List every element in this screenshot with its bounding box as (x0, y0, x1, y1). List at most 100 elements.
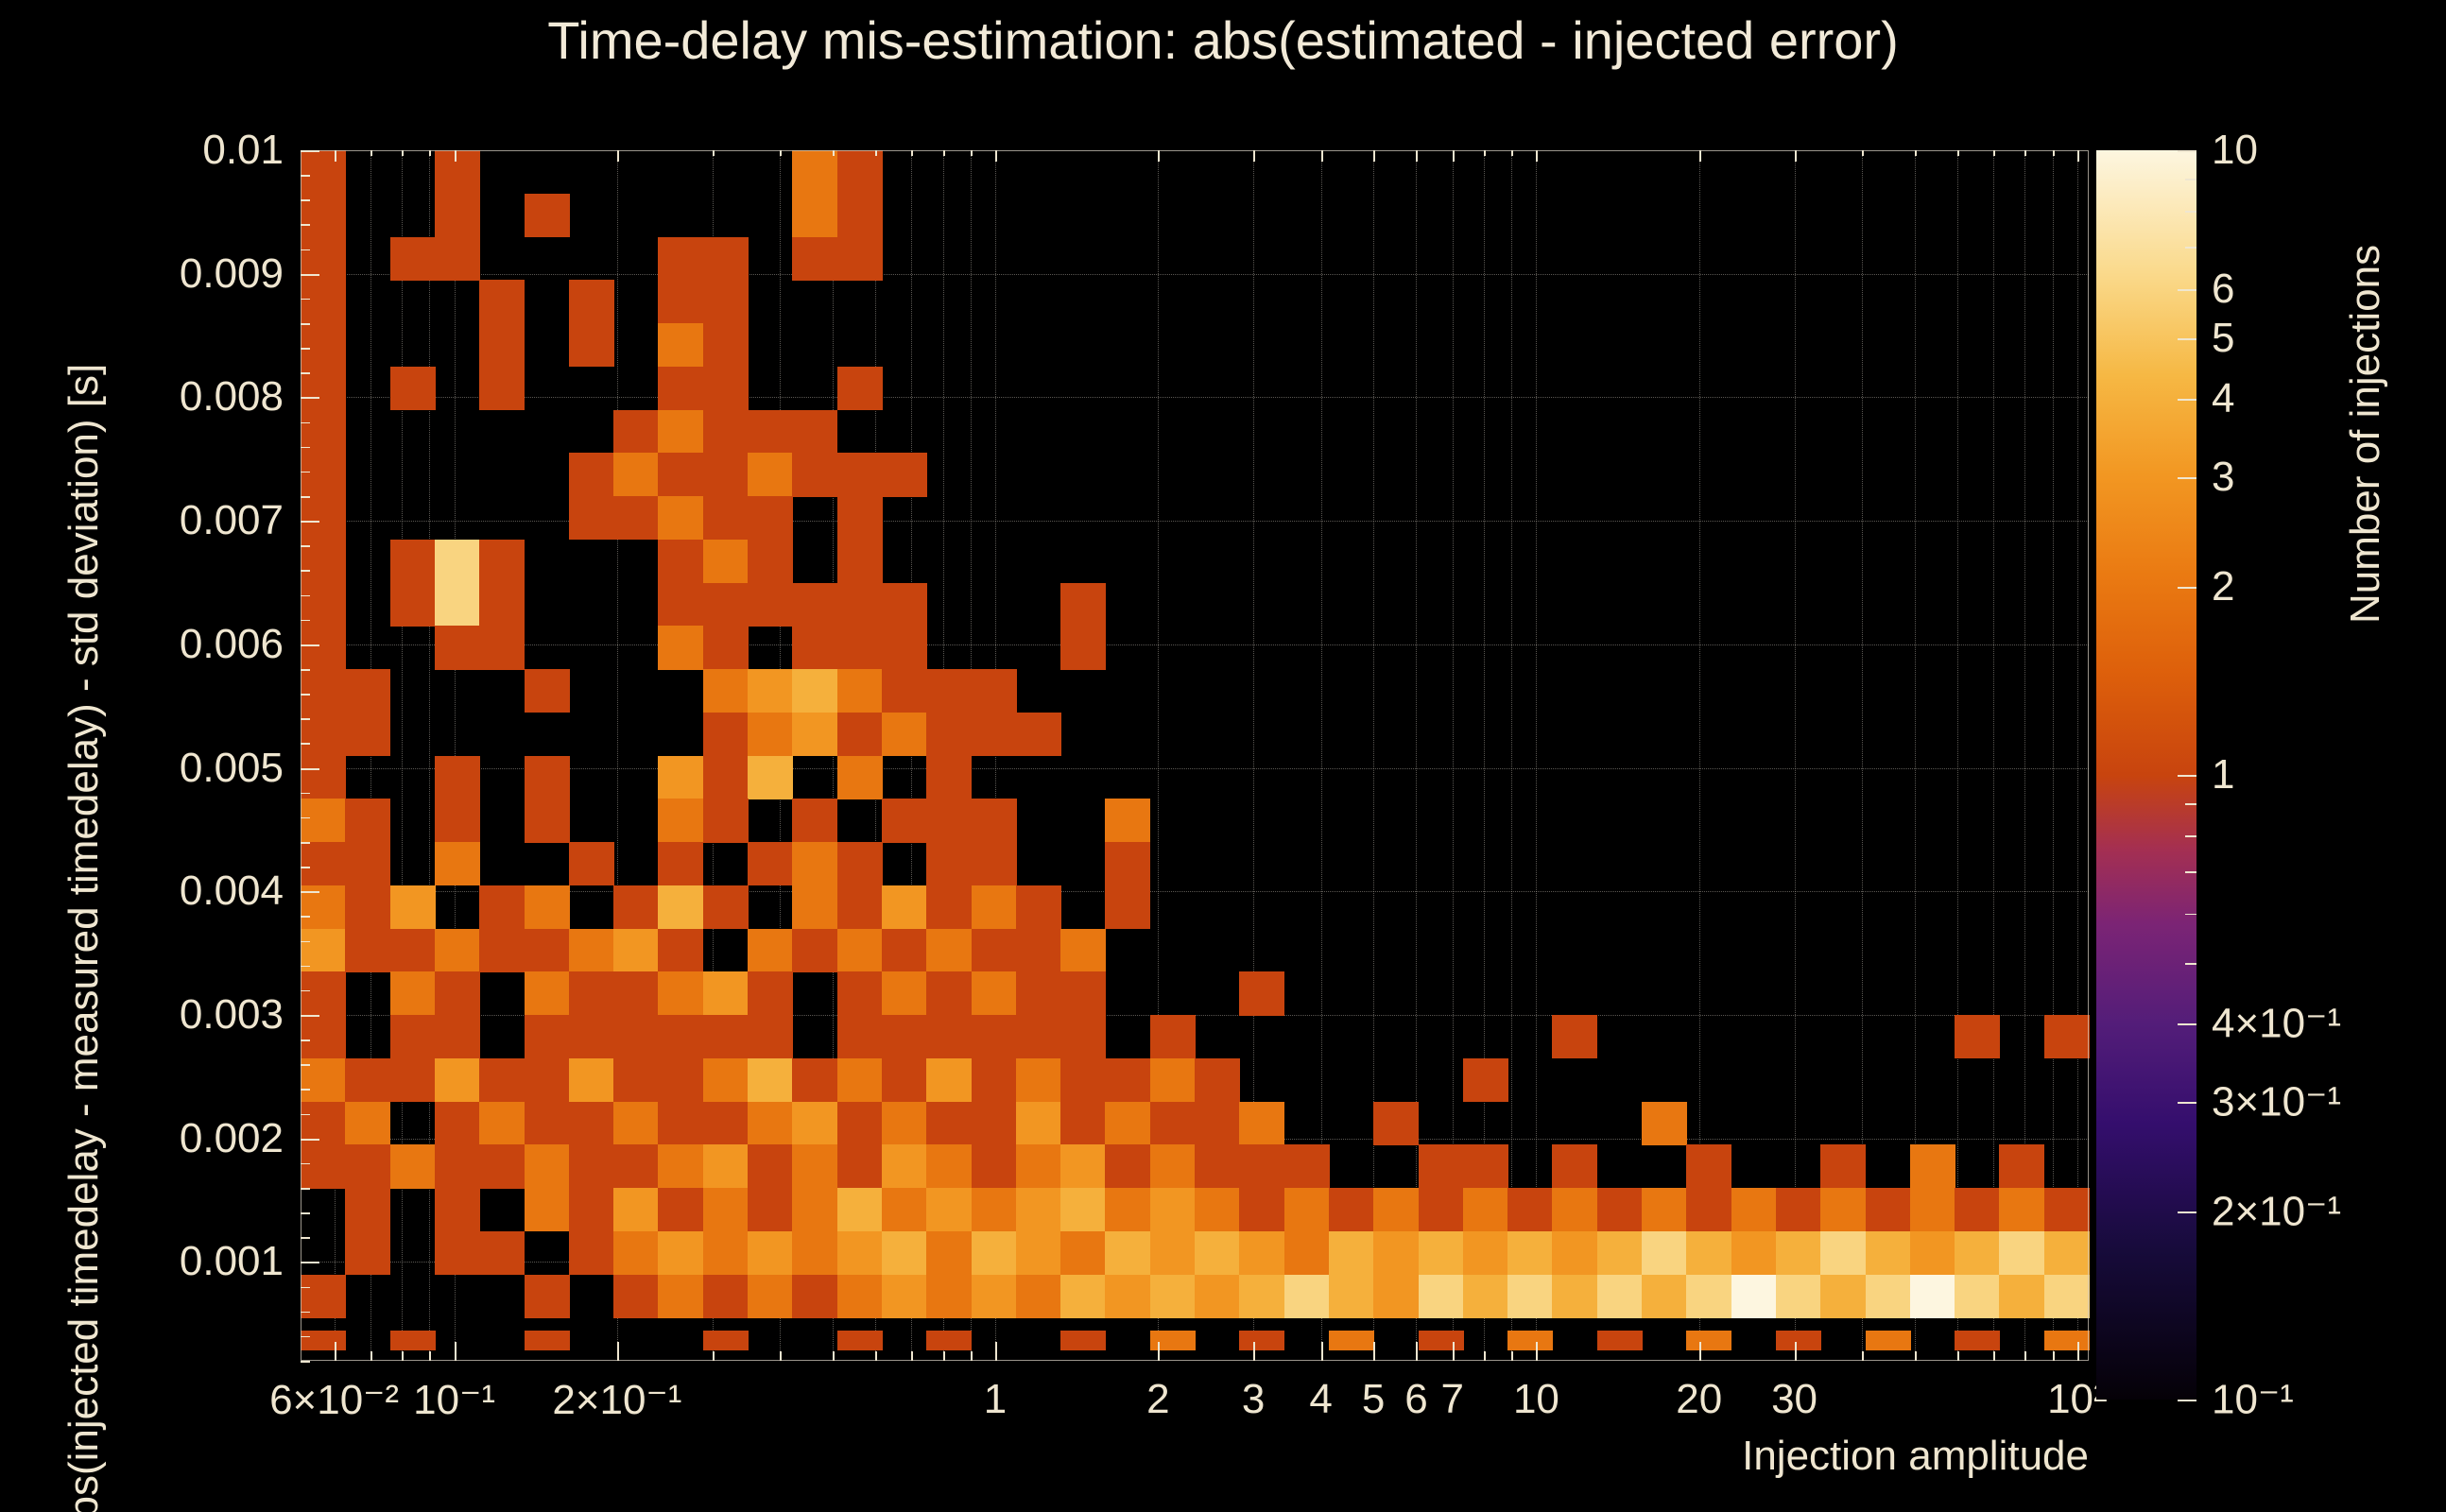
heatmap-cell (1105, 1144, 1151, 1189)
y-tick (301, 521, 319, 524)
heatmap-cell (1060, 971, 1107, 1016)
heatmap-cell (1507, 1274, 1554, 1318)
heatmap-cell (658, 323, 704, 368)
y-tick-label: 0.002 (179, 1114, 284, 1161)
heatmap-cell (836, 928, 883, 972)
gridline-x (1483, 150, 1485, 1361)
heatmap-cell (926, 799, 973, 843)
heatmap-cell (748, 539, 793, 584)
heatmap-cell (748, 582, 793, 627)
heatmap-cell (1149, 1274, 1196, 1318)
gridline-x (1698, 150, 1700, 1361)
colorbar-tick (2178, 1023, 2196, 1026)
heatmap-cell (1552, 1188, 1598, 1232)
heatmap-cell (971, 971, 1017, 1016)
heatmap-cell (702, 496, 749, 541)
heatmap-cell (792, 1101, 838, 1145)
heatmap-cell (658, 539, 704, 584)
heatmap-cell (479, 1057, 525, 1103)
heatmap-cell (1552, 1230, 1598, 1276)
heatmap-cell (1149, 1188, 1196, 1232)
heatmap-cell (1328, 1330, 1374, 1350)
heatmap-cell (1373, 1101, 1420, 1145)
heatmap-cell (1642, 1101, 1687, 1145)
heatmap-cell (1507, 1188, 1554, 1232)
heatmap-cell (389, 1330, 436, 1350)
heatmap-cell (792, 885, 838, 930)
heatmap-cell (479, 1230, 525, 1276)
heatmap-cell (881, 1057, 927, 1103)
heatmap-cell (1373, 1274, 1420, 1318)
heatmap-cell (926, 1230, 973, 1276)
y-minor-tick (301, 1237, 310, 1239)
heatmap-cell (1775, 1188, 1821, 1232)
heatmap-cell (926, 928, 973, 972)
heatmap-cell (1418, 1230, 1464, 1276)
heatmap-cell (434, 150, 480, 195)
colorbar-tick-label: 2×10⁻¹ (2212, 1188, 2341, 1235)
z-axis-title: Number of injections (2342, 244, 2388, 624)
heatmap-cell (926, 1188, 973, 1232)
x-tick-label: 4 (1309, 1376, 1333, 1422)
heatmap-cell (702, 366, 749, 411)
heatmap-cell (792, 409, 838, 454)
x-tick-top (1320, 150, 1323, 162)
heatmap-cell (1239, 1330, 1285, 1350)
heatmap-cell (1820, 1188, 1867, 1232)
heatmap-cell (702, 1274, 749, 1318)
x-tick-top (1914, 150, 1917, 156)
heatmap-cell (702, 626, 749, 670)
heatmap-cell (748, 842, 793, 886)
x-tick-top (1373, 150, 1376, 162)
heatmap-cell (702, 755, 749, 799)
y-minor-tick (301, 718, 310, 720)
gridline-y (301, 891, 2089, 893)
heatmap-cell (524, 1101, 570, 1145)
y-minor-tick (301, 348, 310, 350)
heatmap-cell (881, 712, 927, 757)
heatmap-cell (1239, 1144, 1285, 1189)
y-minor-tick (301, 940, 310, 943)
heatmap-cell (1865, 1188, 1911, 1232)
heatmap-cell (792, 453, 838, 497)
heatmap-cell (926, 842, 973, 886)
colorbar-tick-label: 3 (2212, 453, 2235, 500)
heatmap-cell (1239, 971, 1285, 1016)
x-tick-top (1993, 150, 1996, 156)
heatmap-cell (1731, 1230, 1777, 1276)
x-tick (454, 1342, 456, 1361)
heatmap-cell (1731, 1188, 1777, 1232)
heatmap-cell (836, 1330, 883, 1350)
heatmap-cell (792, 799, 838, 843)
heatmap-cell (702, 582, 749, 627)
heatmap-cell (658, 280, 704, 324)
heatmap-cell (1239, 1101, 1285, 1145)
plot-frame (301, 150, 2089, 1361)
heatmap-cell (1015, 1274, 1061, 1318)
heatmap-cell (702, 323, 749, 368)
heatmap-cell (836, 669, 883, 713)
heatmap-cell (702, 236, 749, 281)
colorbar-tick-label: 4 (2212, 375, 2235, 422)
heatmap-cell (1149, 1057, 1196, 1103)
heatmap-cell (836, 453, 883, 497)
heatmap-cell (434, 799, 480, 843)
y-minor-tick (301, 669, 310, 671)
heatmap-cell (1060, 1274, 1107, 1318)
heatmap-cell (658, 1101, 704, 1145)
heatmap-cell (479, 1144, 525, 1189)
heatmap-cell (836, 496, 883, 541)
heatmap-cell (971, 669, 1017, 713)
heatmap-cell (613, 409, 660, 454)
heatmap-cell (971, 1188, 1017, 1232)
heatmap-cell (1462, 1230, 1508, 1276)
gridline-x (1536, 150, 1538, 1361)
heatmap-cell (2043, 1015, 2090, 1059)
heatmap-cell (301, 1144, 346, 1189)
heatmap-cell (881, 1015, 927, 1059)
colorbar-minor-tick (2185, 179, 2196, 180)
heatmap-cell (613, 1057, 660, 1103)
heatmap-cell (702, 1015, 749, 1059)
heatmap-cell (836, 582, 883, 627)
heatmap-cell (1328, 1188, 1374, 1232)
